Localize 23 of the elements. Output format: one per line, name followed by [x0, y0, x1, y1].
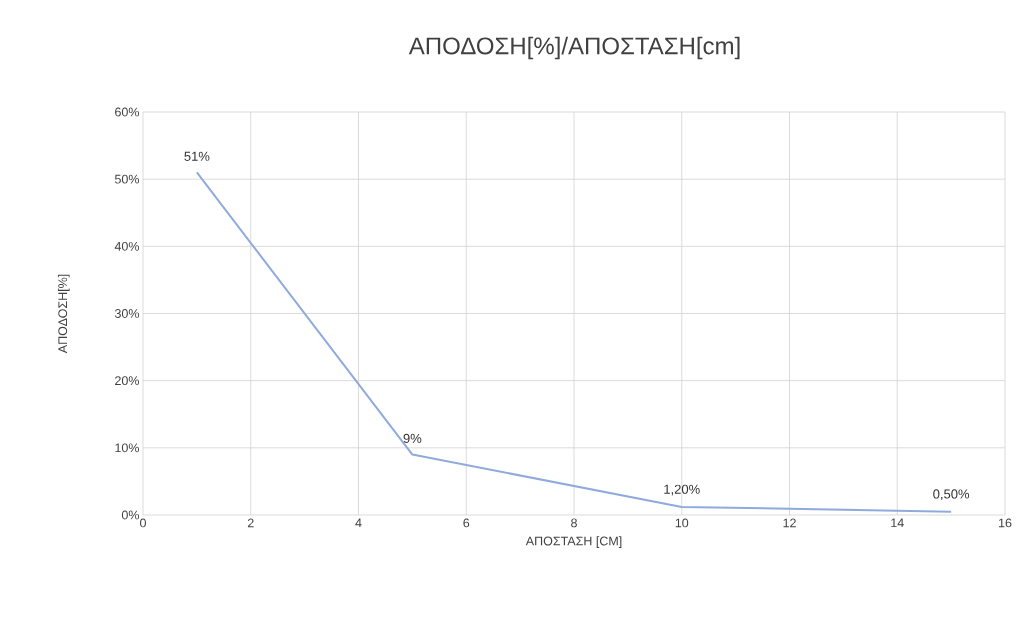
x-tick-label: 16 — [999, 518, 1012, 528]
y-tick-label: 50% — [114, 174, 140, 184]
x-tick-label: 2 — [247, 518, 254, 528]
x-axis-title: ΑΠΟΣΤΑΣΗ [CM] — [525, 536, 622, 548]
data-label: 51% — [184, 151, 210, 161]
x-tick-label: 14 — [891, 518, 904, 528]
data-label: 0,50% — [933, 489, 970, 501]
x-tick-label: 6 — [463, 518, 470, 528]
y-tick-label: 10% — [115, 443, 140, 453]
x-tick-label: 4 — [355, 518, 362, 528]
data-label: 1,20% — [664, 484, 700, 496]
x-tick-label: 12 — [783, 518, 796, 528]
x-tick-label: 0 — [140, 518, 146, 528]
y-tick-label: 60% — [115, 107, 140, 117]
x-tick-label: 8 — [571, 518, 577, 528]
data-label: 9% — [403, 433, 422, 443]
x-tick-label: 10 — [675, 518, 689, 528]
y-tick-label: 20% — [115, 376, 140, 386]
y-tick-label: 40% — [114, 241, 140, 251]
y-axis-title: ΑΠΟΔΟΣΗ[%] — [57, 274, 70, 354]
y-tick-label: 0% — [121, 510, 140, 520]
y-tick-label: 30% — [114, 309, 140, 318]
chart-title: ΑΠΟΔΟΣΗ[%]/ΑΠΟΣΤΑΣΗ[cm] — [408, 36, 740, 60]
